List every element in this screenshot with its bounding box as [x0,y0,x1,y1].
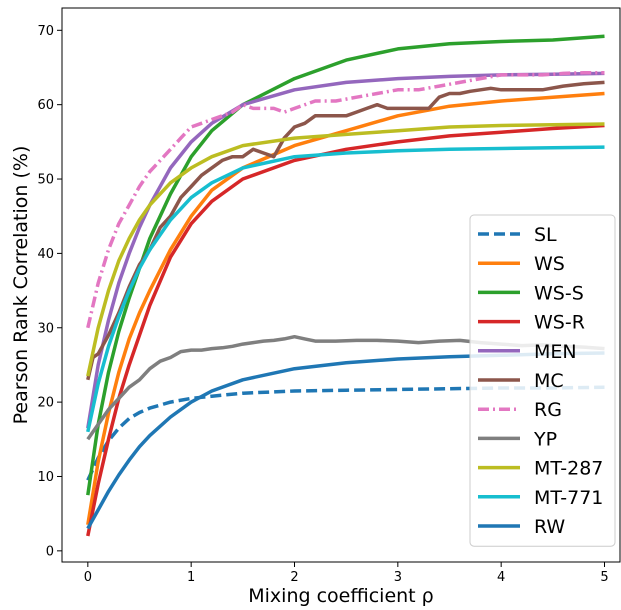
y-tick-label: 30 [37,321,54,336]
x-axis-label: Mixing coefficient ρ [248,585,433,607]
legend-entry-yp: YP [533,428,557,450]
series-line-ws-s [86,34,605,496]
series-line-men [86,71,605,429]
legend-entry-ws: WS [534,253,565,275]
series-line-mt-771 [86,145,605,433]
legend: SL WS WS-S WS-R MEN MC RG YP MT-287 MT-771 RW [469,214,616,547]
series-line-mc [86,80,605,381]
legend-entry-mt-771: MT-771 [534,487,603,509]
legend-entry-ws-s: WS-S [534,282,584,304]
legend-entry-ws-r: WS-R [534,312,585,334]
series-line-mt-287 [86,122,605,377]
x-tick-label: 1 [187,570,195,585]
legend-entry-mt-287: MT-287 [534,458,603,480]
y-tick-label: 40 [37,247,54,262]
series-line-ws [86,91,605,526]
legend-box [469,214,616,547]
series-line-rg [86,70,605,329]
y-tick-label: 70 [37,24,54,39]
y-tick-label: 0 [46,544,54,559]
x-tick-label: 3 [394,570,402,585]
y-tick-label: 20 [37,396,54,411]
series-line-rw [86,351,605,530]
series-line-ws-r [86,123,605,537]
x-tick-label: 0 [84,570,92,585]
y-tick-label: 50 [37,173,54,188]
legend-entry-rg: RG [534,399,562,421]
legend-entry-mc: MC [534,370,564,392]
x-tick-label: 5 [600,570,608,585]
y-tick-label: 10 [37,470,54,485]
x-tick-label: 4 [497,570,505,585]
plot-frame [61,7,621,563]
y-tick-label: 60 [37,98,54,113]
y-axis-label: Pearson Rank Correlation (%) [10,146,32,425]
legend-entry-sl: SL [534,224,557,246]
x-tick-label: 2 [290,570,298,585]
legend-entry-rw: RW [534,516,565,538]
legend-entry-men: MEN [534,341,577,363]
